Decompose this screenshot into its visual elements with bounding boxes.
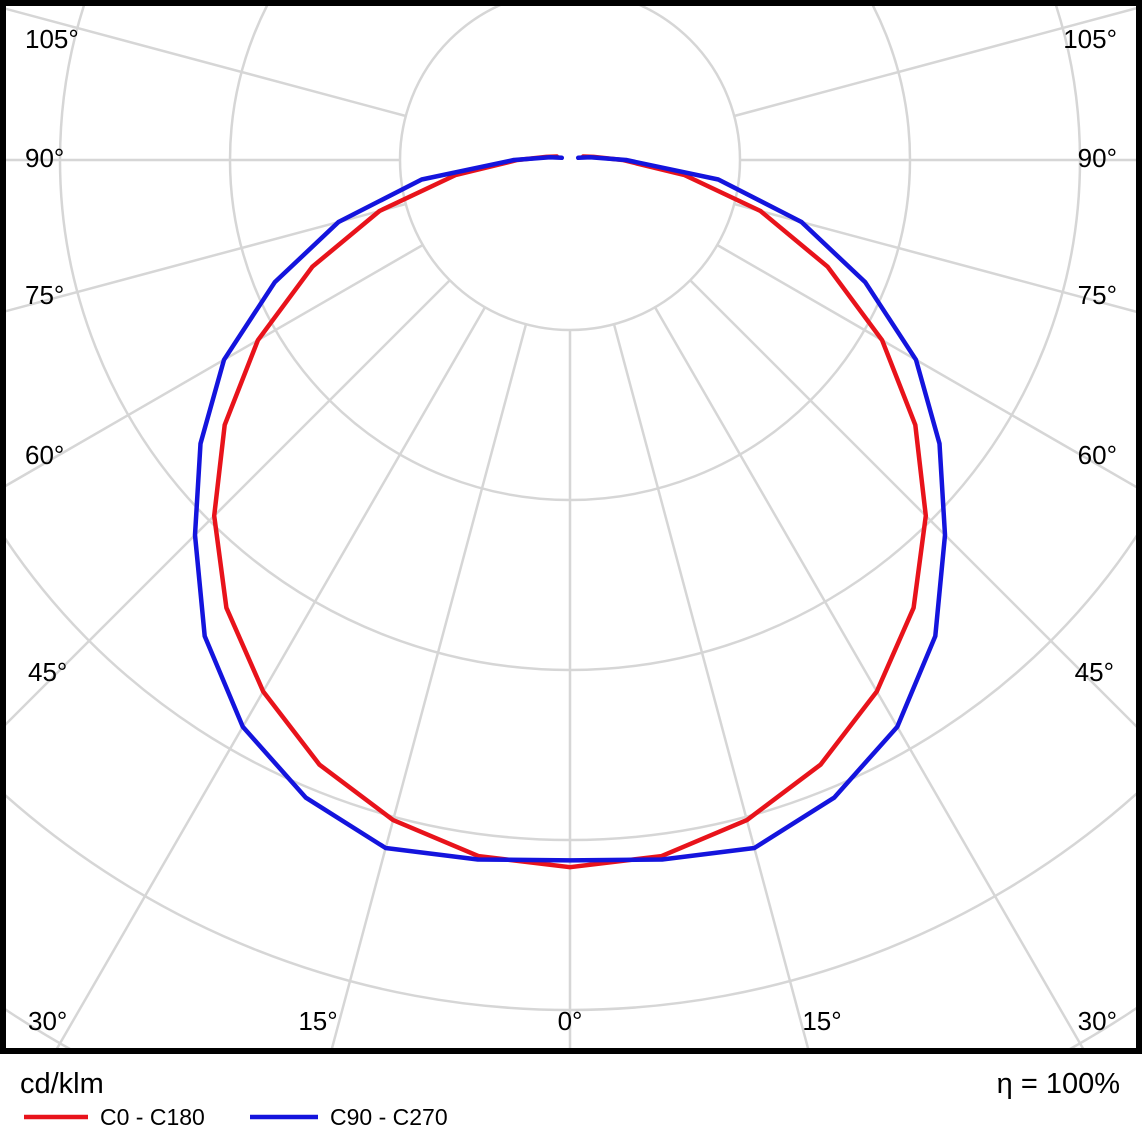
angle-tick-label: 105° xyxy=(25,24,79,54)
grid-ray xyxy=(653,306,1086,1051)
grid-ray xyxy=(733,7,1136,118)
grid-ray xyxy=(716,243,1136,489)
grid-ray xyxy=(6,202,407,313)
grid-ray xyxy=(733,202,1136,313)
grid-ray xyxy=(612,323,811,1051)
angle-tick-label: 60° xyxy=(25,440,64,470)
angle-tick-label: 75° xyxy=(1078,280,1117,310)
legend-label-c0-c180: C0 - C180 xyxy=(100,1104,205,1130)
grid-ray xyxy=(689,279,1136,728)
angle-tick-label: 75° xyxy=(25,280,64,310)
angle-tick-label: 15° xyxy=(802,1006,841,1036)
plot-border xyxy=(0,0,1142,1054)
angle-tick-label: 45° xyxy=(1075,657,1114,687)
intensity-curves xyxy=(192,154,948,870)
curve-c90-c270 xyxy=(192,155,948,863)
angle-tick-label: 90° xyxy=(25,143,64,173)
grid-ray xyxy=(6,7,407,118)
angle-tick-label: 60° xyxy=(1078,440,1117,470)
angle-tick-label: 105° xyxy=(1063,24,1117,54)
legend-label-c90-c270: C90 - C270 xyxy=(330,1104,448,1130)
angle-tick-labels: 105° 90° 75° 60° 45° 105° 90° 75° 60° 45° 30° 15° 0°… xyxy=(25,24,1117,1036)
angle-tick-label: 45° xyxy=(28,657,67,687)
angle-tick-label: 30° xyxy=(1078,1006,1117,1036)
angle-tick-label: 15° xyxy=(298,1006,337,1036)
grid-ray xyxy=(54,306,487,1051)
efficiency-label: η = 100% xyxy=(997,1068,1120,1100)
curve-c0-c180 xyxy=(211,154,929,870)
grid-ring xyxy=(398,6,742,332)
angle-tick-label: 0° xyxy=(558,1006,583,1036)
angle-tick-label: 90° xyxy=(1078,143,1117,173)
angle-tick-label: 30° xyxy=(28,1006,67,1036)
grid-ray xyxy=(329,323,528,1051)
grid-ray xyxy=(6,243,424,488)
grid-ray xyxy=(6,279,451,726)
units-label: cd/klm xyxy=(20,1068,104,1100)
